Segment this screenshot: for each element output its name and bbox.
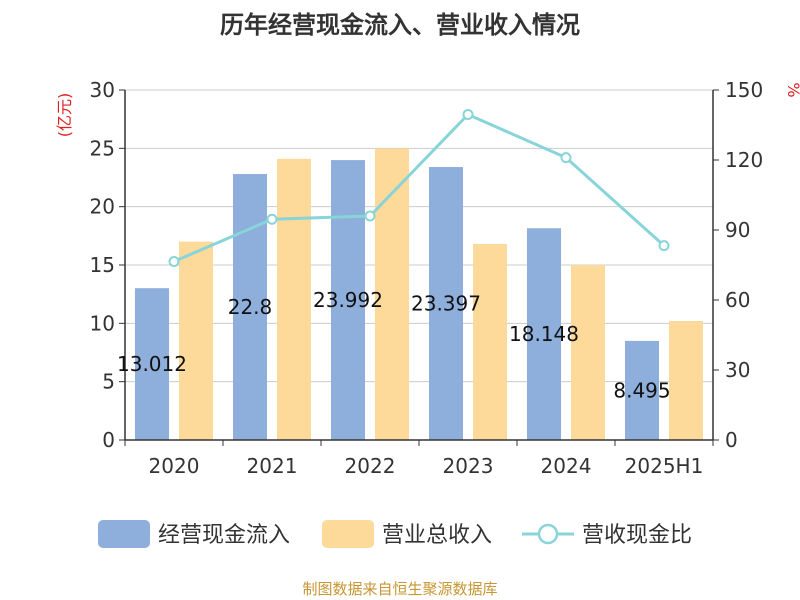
bar-revenue — [669, 321, 703, 440]
ratio-line-series — [168, 109, 670, 267]
bar-cash-inflow — [527, 228, 561, 440]
y-left-tick-label: 20 — [90, 195, 115, 219]
ratio-point — [658, 240, 670, 252]
y-right-unit: % — [784, 82, 800, 97]
y-left-tick-label: 15 — [90, 253, 115, 277]
bar-revenue — [571, 265, 605, 440]
data-label-cash-inflow: 23.992 — [313, 288, 383, 312]
y-left-tick-label: 10 — [90, 311, 115, 335]
y-left-unit: (亿元) — [55, 93, 74, 138]
bar-revenue — [277, 158, 311, 441]
ratio-point — [266, 213, 278, 225]
data-label-cash-inflow: 18.148 — [509, 322, 579, 346]
bar-cash-inflow — [233, 174, 267, 440]
x-tick-label: 2024 — [541, 454, 592, 478]
data-label-cash-inflow: 13.012 — [117, 352, 187, 376]
y-right-tick-label: 150 — [725, 78, 763, 102]
legend-swatch-revenue — [322, 520, 374, 548]
bar-cash-inflow — [429, 167, 463, 440]
x-tick-label: 2025H1 — [625, 454, 704, 478]
source-note: 制图数据来自恒生聚源数据库 — [302, 580, 497, 598]
legend-label-revenue: 营业总收入 — [382, 523, 492, 548]
legend-label-cash-inflow: 经营现金流入 — [158, 523, 290, 548]
data-label-cash-inflow: 23.397 — [411, 292, 481, 316]
data-labels: 13.012 22.8 23.992 23.397 18.148 8.495 — [117, 288, 671, 402]
ratio-point — [168, 256, 180, 267]
bar-series — [135, 148, 703, 441]
data-label-cash-inflow: 8.495 — [613, 378, 670, 402]
y-left-tick-label: 0 — [102, 428, 115, 452]
legend-swatch-cash-inflow — [98, 520, 150, 548]
x-tick-label: 2021 — [247, 454, 298, 478]
y-left-tick-label: 30 — [90, 78, 115, 102]
legend: 经营现金流入 营业总收入 营收现金比 — [98, 520, 692, 548]
legend-label-ratio: 营收现金比 — [582, 523, 692, 548]
x-tick-label: 2020 — [149, 454, 200, 478]
y-left-tick-label: 25 — [90, 136, 115, 160]
bar-cash-inflow — [331, 160, 365, 441]
x-tick-label: 2023 — [443, 454, 494, 478]
axes: 0 5 10 15 20 25 30 0 30 60 90 120 150 2020 2021 2022 202… — [90, 78, 764, 478]
ratio-point — [462, 109, 474, 120]
y-right-tick-label: 30 — [725, 358, 750, 382]
data-label-cash-inflow: 22.8 — [228, 295, 273, 319]
bar-revenue — [179, 241, 213, 440]
x-tick-label: 2022 — [345, 454, 396, 478]
ratio-point — [560, 152, 572, 164]
y-right-tick-label: 120 — [725, 148, 763, 172]
bar-cash-inflow — [625, 340, 659, 440]
bar-revenue — [473, 244, 507, 440]
grid-lines — [125, 89, 713, 383]
bar-revenue — [375, 148, 409, 441]
legend-swatch-ratio-marker — [537, 523, 559, 545]
chart-title: 历年经营现金流入、营业收入情况 — [220, 11, 580, 39]
y-right-tick-label: 90 — [725, 218, 750, 242]
ratio-point — [364, 210, 376, 222]
ratio-line — [173, 112, 666, 263]
y-left-tick-label: 5 — [102, 370, 115, 394]
y-right-tick-label: 0 — [725, 428, 738, 452]
y-right-tick-label: 60 — [725, 288, 750, 312]
bar-cash-inflow — [135, 288, 169, 440]
